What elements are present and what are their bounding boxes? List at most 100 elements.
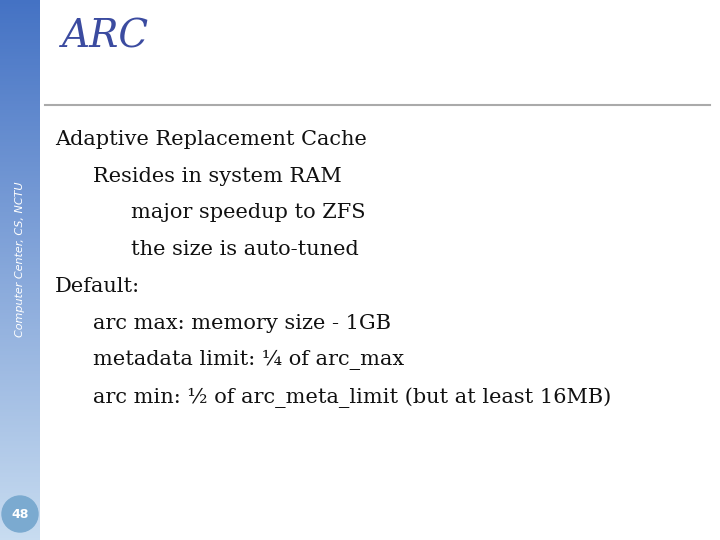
Bar [0, 250, 40, 252]
Bar [0, 38, 40, 39]
Bar [0, 147, 40, 150]
Bar [0, 205, 40, 207]
Text: ARC: ARC [62, 18, 149, 55]
Bar [0, 31, 40, 32]
Bar [0, 252, 40, 254]
Bar [0, 380, 40, 382]
Bar [0, 137, 40, 139]
Bar [0, 108, 40, 110]
Bar [0, 529, 40, 531]
Bar [0, 295, 40, 297]
Bar [0, 157, 40, 158]
Bar [0, 239, 40, 241]
Bar [0, 279, 40, 281]
Bar [0, 394, 40, 396]
Bar [0, 398, 40, 400]
Bar [0, 531, 40, 533]
Bar [0, 486, 40, 488]
Bar [0, 497, 40, 498]
Bar [0, 344, 40, 346]
Bar [0, 336, 40, 339]
Bar [0, 184, 40, 185]
Bar [0, 56, 40, 58]
Bar [0, 36, 40, 38]
Bar [0, 236, 40, 238]
Bar [0, 333, 40, 335]
Bar [0, 390, 40, 393]
Bar [0, 454, 40, 455]
Bar [0, 468, 40, 470]
Bar [0, 4, 40, 5]
Bar [0, 261, 40, 263]
Bar [0, 266, 40, 268]
Bar [0, 104, 40, 106]
Bar [0, 79, 40, 81]
Bar [0, 120, 40, 123]
Bar [0, 151, 40, 153]
Bar [0, 128, 40, 130]
Text: Resides in system RAM: Resides in system RAM [93, 167, 341, 186]
Bar [0, 328, 40, 329]
Bar [0, 61, 40, 63]
Bar [0, 77, 40, 79]
Bar [0, 378, 40, 380]
Bar [0, 286, 40, 288]
Bar [0, 158, 40, 160]
Bar [0, 12, 40, 15]
Bar [0, 525, 40, 528]
Bar [0, 204, 40, 205]
Bar [0, 479, 40, 481]
Bar [0, 474, 40, 475]
Bar [0, 477, 40, 479]
Bar [0, 393, 40, 394]
Bar [0, 34, 40, 36]
Bar [0, 59, 40, 61]
Bar [0, 174, 40, 177]
Bar [0, 366, 40, 367]
Bar [0, 383, 40, 385]
Bar [0, 320, 40, 322]
Bar [0, 301, 40, 302]
Bar [0, 112, 40, 113]
Bar [0, 275, 40, 277]
Bar [0, 461, 40, 463]
Bar [0, 243, 40, 245]
Bar [0, 32, 40, 34]
Bar [0, 187, 40, 189]
Bar [0, 447, 40, 448]
Bar [0, 441, 40, 443]
Bar [0, 69, 40, 70]
Bar [0, 221, 40, 223]
Bar [0, 401, 40, 403]
Bar [0, 509, 40, 511]
Bar [0, 363, 40, 366]
Bar [0, 182, 40, 184]
Bar [0, 470, 40, 471]
Bar [0, 123, 40, 124]
Bar [0, 437, 40, 439]
Bar [0, 501, 40, 502]
Bar [0, 27, 40, 29]
Bar [0, 306, 40, 308]
Bar [0, 434, 40, 436]
Bar [0, 16, 40, 18]
Bar [0, 144, 40, 146]
Text: Computer Center, CS, NCTU: Computer Center, CS, NCTU [15, 181, 25, 337]
Bar [0, 0, 40, 2]
Bar [0, 178, 40, 180]
Bar [0, 346, 40, 347]
Bar [0, 520, 40, 522]
Bar [0, 452, 40, 454]
Bar [0, 259, 40, 261]
Bar [0, 410, 40, 412]
Bar [0, 15, 40, 16]
Bar [0, 97, 40, 99]
Bar [0, 20, 40, 22]
Bar [0, 414, 40, 416]
Bar [0, 133, 40, 135]
Bar [0, 403, 40, 405]
Bar [0, 342, 40, 344]
Bar [0, 282, 40, 285]
Bar [0, 304, 40, 306]
Text: Default:: Default: [55, 277, 140, 296]
